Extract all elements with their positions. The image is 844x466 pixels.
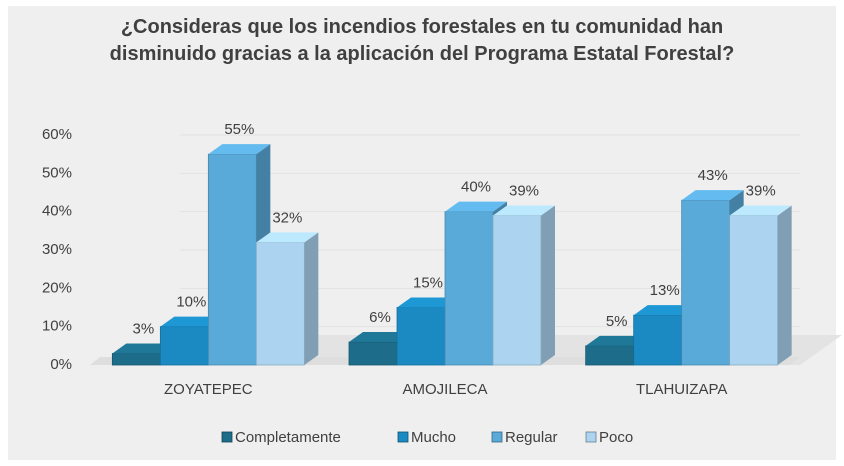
legend-swatch <box>221 431 233 443</box>
x-tick-label: AMOJILECA <box>402 381 487 398</box>
data-label: 3% <box>132 320 154 337</box>
bar-top <box>493 205 555 216</box>
y-tick-label: 40% <box>42 203 72 220</box>
bar-side <box>304 232 319 365</box>
bar-side <box>777 205 792 365</box>
bar-top <box>445 201 507 212</box>
y-tick-label: 0% <box>50 356 72 373</box>
bar <box>585 345 635 366</box>
legend-label: Completamente <box>235 429 341 446</box>
bar <box>159 326 209 366</box>
y-tick-label: 30% <box>42 241 72 258</box>
bar-top <box>633 305 696 316</box>
bar <box>396 307 446 366</box>
data-label: 39% <box>509 182 539 199</box>
chart-title: ¿Consideras que los incendios forestales… <box>109 16 735 65</box>
bar <box>444 211 494 366</box>
bar <box>633 314 683 366</box>
x-tick-label: TLAHUIZAPA <box>636 381 727 398</box>
legend-label: Mucho <box>411 429 456 446</box>
data-label: 6% <box>369 309 391 326</box>
bar <box>255 241 305 366</box>
data-label: 5% <box>606 313 628 330</box>
data-label: 32% <box>272 209 302 226</box>
bar-top <box>397 297 459 308</box>
legend-label: Regular <box>505 429 558 446</box>
legend-swatch <box>585 431 597 443</box>
bar-side <box>541 205 555 365</box>
x-tick-label: ZOYATEPEC <box>164 381 253 398</box>
y-tick-label: 10% <box>42 318 72 335</box>
bar <box>348 341 398 366</box>
bar-top <box>112 343 175 354</box>
data-label: 10% <box>176 294 206 311</box>
legend-label: Poco <box>599 429 633 446</box>
bar-top <box>160 316 223 327</box>
bar <box>111 353 161 366</box>
bar-top <box>256 232 319 243</box>
data-label: 13% <box>650 282 680 299</box>
data-label: 55% <box>224 121 254 138</box>
bar-top <box>349 332 411 342</box>
bar <box>729 215 779 366</box>
data-label: 40% <box>461 179 491 196</box>
bar-top <box>729 205 792 216</box>
legend-swatch <box>491 431 503 443</box>
bar <box>492 215 542 366</box>
y-tick-label: 50% <box>42 164 72 181</box>
bar <box>207 153 257 366</box>
y-tick-label: 20% <box>42 279 72 296</box>
bar-top <box>208 144 271 155</box>
data-label: 43% <box>698 167 728 184</box>
bar-top <box>585 335 648 346</box>
y-tick-label: 60% <box>42 126 72 143</box>
legend-swatch <box>397 431 409 443</box>
bar-top <box>681 190 744 201</box>
bar <box>681 199 731 366</box>
data-label: 15% <box>413 274 443 291</box>
data-label: 39% <box>746 182 776 199</box>
